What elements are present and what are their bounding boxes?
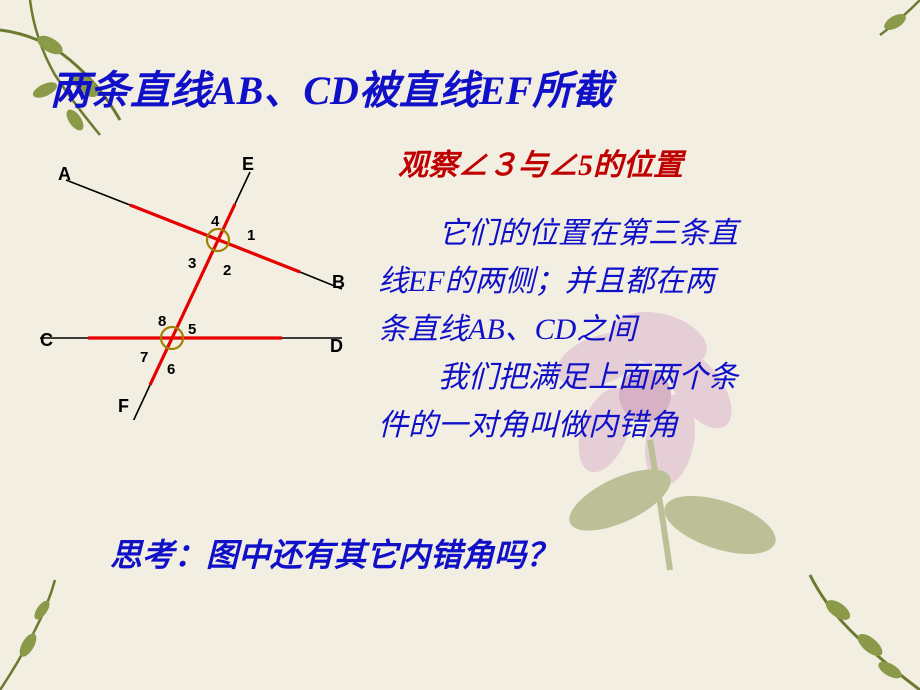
explanation-text: 它们的位置在第三条直 线EF的两侧；并且都在两 条直线AB、CD之间 我们把满足… [378, 210, 908, 450]
decor-bottom-left [0, 570, 100, 690]
body-p1-line1: 它们的位置在第三条直 [438, 217, 738, 250]
angle-8: 8 [158, 313, 166, 330]
decor-top-right [840, 0, 920, 60]
point-d: D [330, 336, 343, 356]
body-p1-line2: 线EF的两侧；并且都在两 [378, 265, 715, 298]
angle-5: 5 [188, 321, 196, 338]
point-b: B [332, 272, 345, 292]
angle-2: 2 [223, 262, 231, 279]
body-p1-line3: 条直线AB、CD之间 [378, 313, 636, 346]
point-f: F [118, 396, 129, 416]
angle-1: 1 [247, 227, 255, 244]
point-e: E [242, 154, 254, 174]
angle-7: 7 [140, 349, 148, 366]
angle-6: 6 [167, 361, 175, 378]
angle-4: 4 [211, 213, 220, 230]
think-prompt: 思考：图中还有其它内错角吗？ [110, 530, 558, 576]
decor-bottom-right [760, 530, 920, 690]
point-c: C [40, 330, 53, 350]
body-p2-line2: 件的一对角叫做内错角 [378, 409, 678, 442]
angle-3: 3 [188, 255, 196, 272]
observe-heading: 观察∠３与∠5的位置 [398, 140, 683, 184]
body-p2-line1: 我们把满足上面两个条 [438, 361, 738, 394]
transversal-diagram: A B C D E F 1 2 3 4 5 6 7 8 [30, 140, 370, 420]
slide-title: 两条直线AB、CD被直线EF所截 [50, 58, 612, 116]
point-a: A [58, 164, 71, 184]
